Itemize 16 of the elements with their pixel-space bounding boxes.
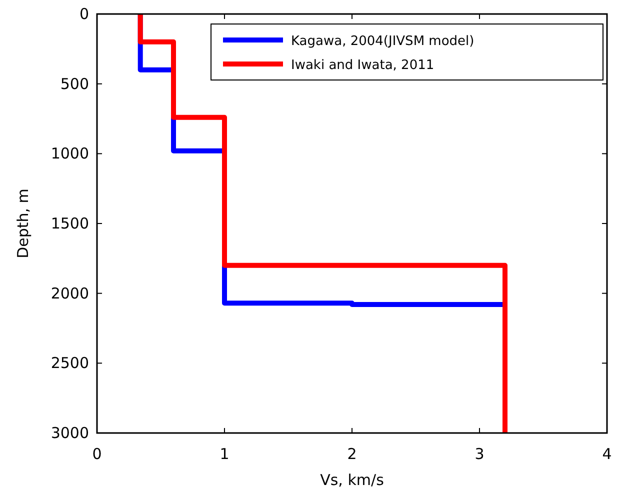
y-tick-label: 2000 (50, 284, 89, 302)
y-tick-label: 500 (60, 74, 89, 93)
y-axis-title: Depth, m (14, 188, 32, 258)
y-tick-label: 0 (79, 5, 89, 23)
legend-label: Kagawa, 2004(JIVSM model) (291, 34, 474, 49)
x-tick-label: 2 (347, 445, 357, 463)
y-tick-label: 3000 (50, 424, 89, 442)
y-tick-label: 1000 (50, 144, 89, 163)
x-tick-label: 3 (474, 445, 484, 463)
y-tick-label: 2500 (50, 354, 89, 372)
x-axis-title: Vs, km/s (320, 471, 384, 489)
legend-label: Iwaki and Iwata, 2011 (291, 58, 434, 73)
y-tick-label: 1500 (50, 214, 89, 232)
x-tick-label: 4 (602, 445, 612, 463)
x-tick-label: 0 (92, 445, 102, 463)
x-tick-label: 1 (220, 445, 230, 463)
